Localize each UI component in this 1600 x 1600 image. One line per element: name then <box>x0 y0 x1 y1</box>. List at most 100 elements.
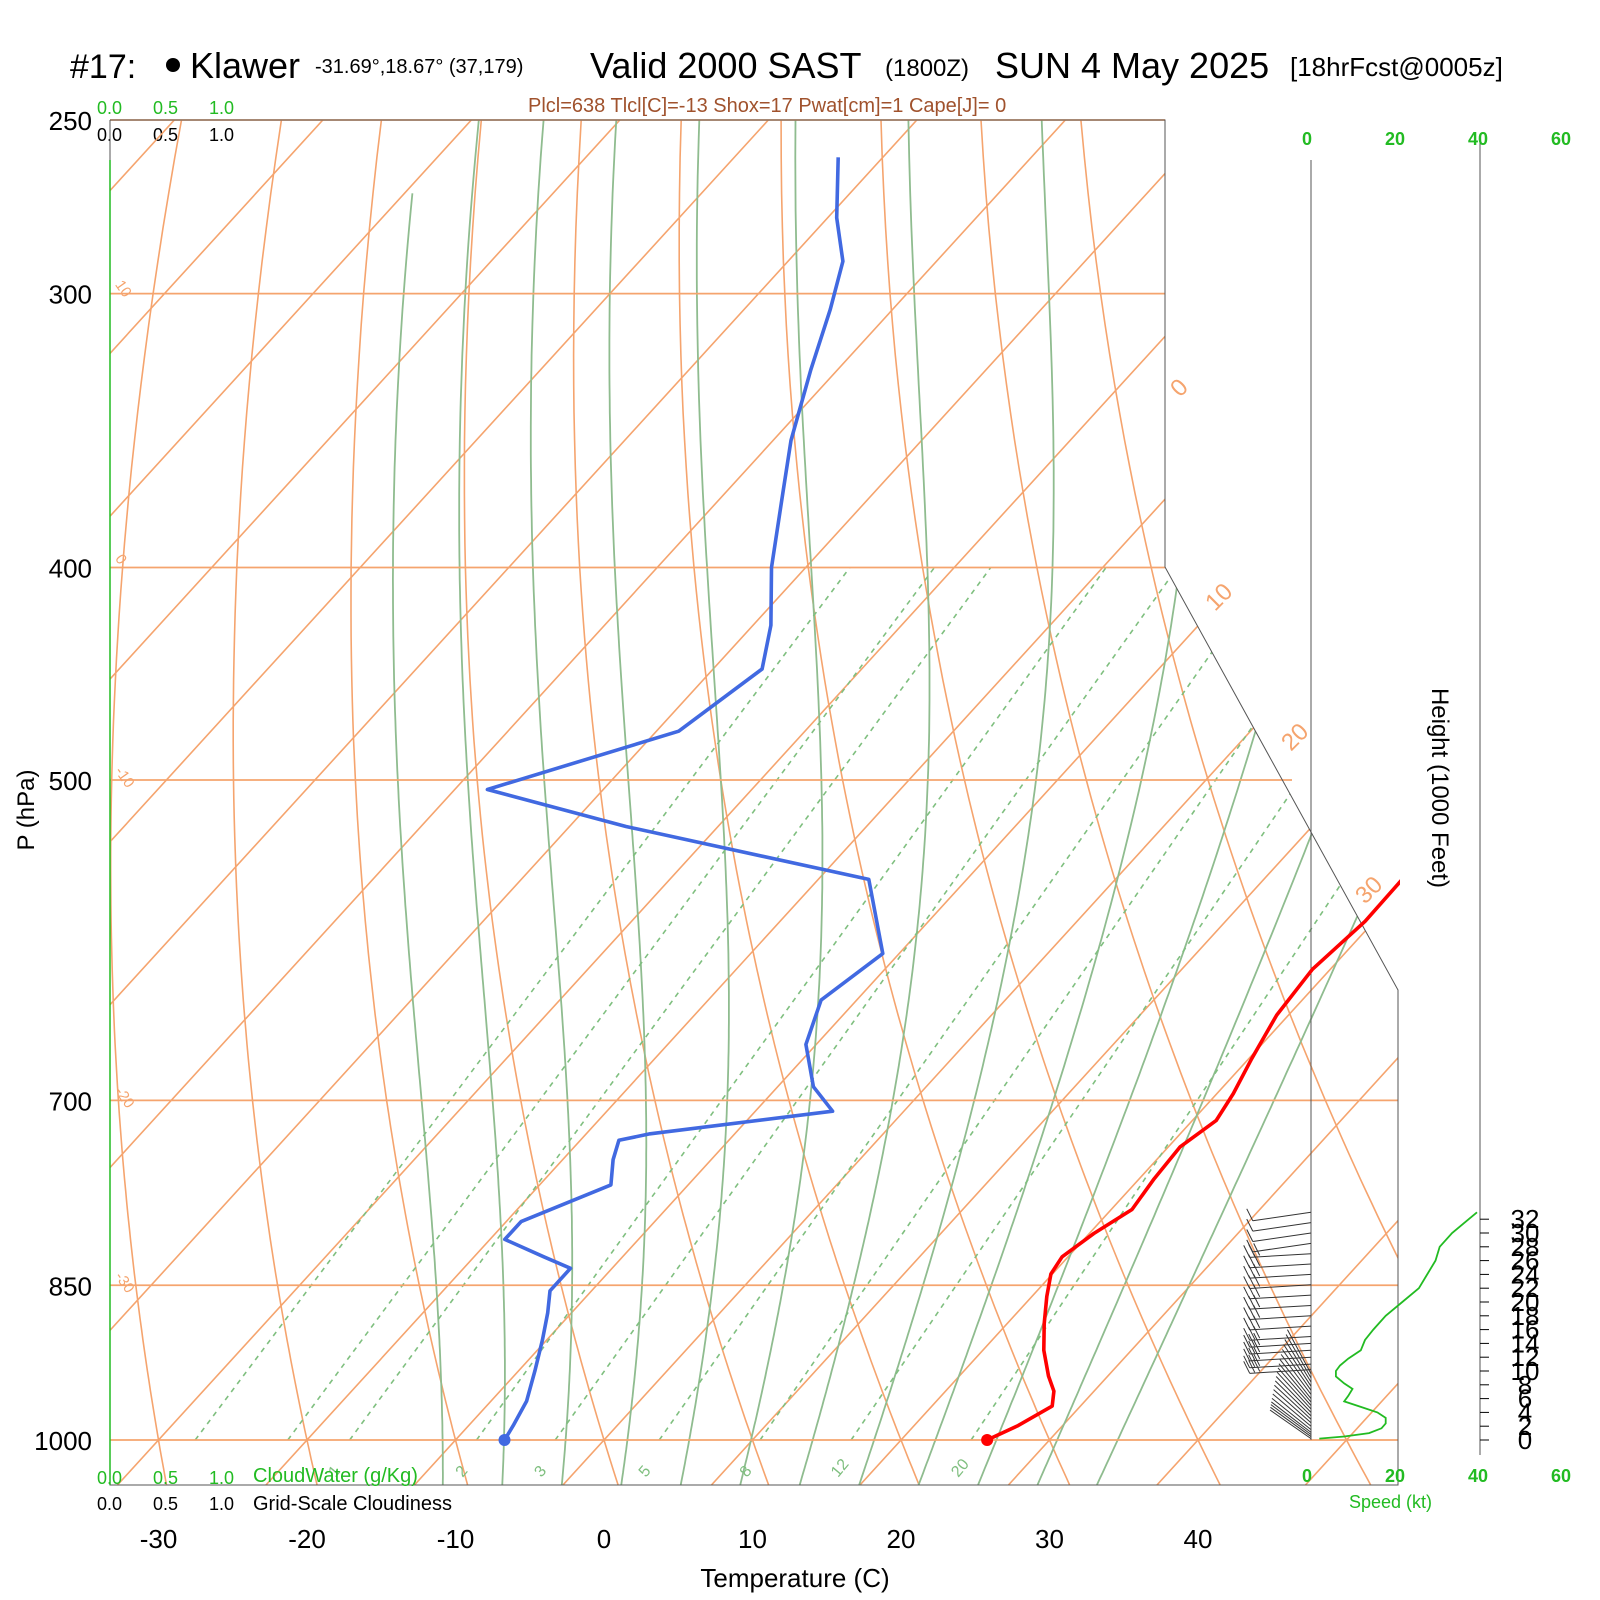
wind-barb-feather <box>1243 1317 1251 1331</box>
cloud-tick-bottom-1: 1.0 <box>209 1468 234 1488</box>
wind-barb-feather <box>1253 1353 1261 1367</box>
height-tick-label: 2 <box>1518 1411 1532 1441</box>
stability-indices: Plcl=638 Tlcl[C]=-13 Shox=17 Pwat[cm]=1 … <box>528 95 1006 117</box>
isotherm-line <box>412 120 1398 1485</box>
dry-adiabat-line <box>572 120 770 1485</box>
station-id: #17: <box>70 48 136 86</box>
temperature-axis: -30 -20 -10 0 10 20 30 40 <box>140 1524 1213 1554</box>
height-tick-label: 6 <box>1518 1384 1532 1414</box>
wind-barb <box>1274 1380 1312 1417</box>
height-tick-label: 16 <box>1511 1315 1540 1345</box>
wind-barb <box>1280 1354 1312 1395</box>
height-tick-label: 8 <box>1518 1370 1532 1400</box>
moist-adiabat-line <box>917 120 1201 1485</box>
wind-barb-staff <box>1272 1393 1312 1427</box>
cloud-water-label: CloudWater (g/Kg) <box>253 1465 418 1487</box>
dry-adiabat-line <box>1572 81 1600 1486</box>
speed-tick-bottom-60: 60 <box>1551 1466 1571 1486</box>
wind-barb-staff <box>1252 1242 1312 1253</box>
wind-barb-staff <box>1275 1376 1312 1413</box>
wind-barb-staff <box>1249 1273 1312 1279</box>
wind-barb <box>1276 1371 1312 1410</box>
wind-barb-staff <box>1249 1263 1312 1269</box>
y-axis-label: P (hPa) <box>13 770 40 851</box>
wind-barb <box>1246 1229 1312 1242</box>
wind-barb-staff <box>1249 1315 1312 1321</box>
wind-barb-feather <box>1243 1355 1251 1369</box>
mixing-ratio-line <box>475 567 1107 1441</box>
mixing-ratio-line <box>554 567 1178 1441</box>
isotherm-line <box>110 120 472 1485</box>
wind-barb-staff <box>1270 1404 1312 1435</box>
wind-barb-staff <box>1249 1253 1312 1258</box>
isotherm-line <box>1155 120 1398 1485</box>
cloud-tick-bottom-05: 0.5 <box>153 1468 178 1488</box>
temperature-tick-label: 40 <box>1184 1524 1213 1554</box>
wind-barb <box>1284 1339 1312 1383</box>
wind-barb-staff <box>1284 1339 1312 1383</box>
temperature-tick-label: 0 <box>597 1524 611 1554</box>
dry-adiabat-line <box>1076 120 1398 1485</box>
mixing-ratio-label: 8 <box>737 1463 756 1481</box>
wind-barb-feather <box>1253 1339 1261 1353</box>
dry-adiabat-line <box>463 120 620 1485</box>
moist-adiabat-line <box>391 193 444 1485</box>
pressure-tick-label: 250 <box>49 106 92 136</box>
wind-barb-staff <box>1249 1356 1312 1362</box>
wind-barb-staff <box>1276 1371 1312 1410</box>
wind-barb-feather <box>1243 1245 1251 1258</box>
valid-time: Valid 2000 SAST <box>590 45 862 86</box>
moist-adiabat-line <box>857 120 1055 1485</box>
isobar-lines <box>110 119 1398 1441</box>
x-axis-label: Temperature (C) <box>700 1563 889 1593</box>
wind-barb <box>1271 1398 1312 1431</box>
moist-adiabat-line <box>1035 120 1398 1485</box>
wind-barb-staff <box>1249 1369 1312 1374</box>
wind-barb-staff <box>1286 1329 1312 1374</box>
wind-barb-staff <box>1252 1222 1312 1232</box>
wind-barb-feather <box>1246 1218 1254 1232</box>
valid-date: SUN 4 May 2025 <box>995 45 1269 86</box>
forecast-hour: [18hrFcst@0005z] <box>1290 52 1503 82</box>
height-tick-label: 10 <box>1511 1356 1540 1386</box>
mixing-ratio-line <box>970 567 1398 1441</box>
isotherm-label-right: 10 <box>1200 578 1238 616</box>
wind-barb <box>1278 1363 1312 1403</box>
isotherm-line <box>110 120 324 1485</box>
wind-barb-feather <box>1248 1360 1256 1373</box>
temperature-tick-label: 20 <box>887 1524 916 1554</box>
sounding-series <box>485 157 1400 1446</box>
dry-adiabat-line <box>678 120 921 1485</box>
wind-barb-staff <box>1271 1401 1312 1433</box>
wind-barb-panel <box>1243 160 1312 1440</box>
station-coords: -31.69°,18.67° (37,179) <box>315 56 523 78</box>
height-tick-label: 28 <box>1511 1232 1540 1262</box>
wind-barb-staff <box>1280 1354 1312 1395</box>
cloudiness-tick-top-1: 1.0 <box>209 125 234 145</box>
station-name: Klawer <box>190 45 300 86</box>
wind-barb <box>1271 1401 1312 1433</box>
cloudiness-tick-bottom-0: 0.0 <box>97 1494 122 1514</box>
mixing-ratio-line <box>348 567 992 1441</box>
mixing-ratio-line <box>194 567 851 1441</box>
wind-barb-staff <box>1249 1325 1312 1331</box>
moist-adiabat-line <box>458 120 506 1485</box>
speed-tick-top-0: 0 <box>1302 129 1312 149</box>
wind-barb-feather <box>1243 1276 1251 1289</box>
wind-barb-feather <box>1243 1255 1251 1268</box>
wind-speed-line <box>1319 1211 1478 1440</box>
dry-adiabat-line <box>232 120 319 1485</box>
dry-adiabat-line <box>879 120 1222 1485</box>
wind-barb-feather <box>1243 1265 1251 1279</box>
wind-barb-staff <box>1252 1232 1312 1242</box>
wind-barb <box>1275 1376 1312 1413</box>
moist-adiabat-line <box>1095 120 1398 1485</box>
wind-barb-feather <box>1246 1239 1254 1253</box>
cloudiness-tick-bottom-1: 1.0 <box>209 1494 234 1514</box>
wind-barb-staff <box>1285 1334 1312 1379</box>
wind-barb <box>1246 1208 1312 1222</box>
moist-adiabat-line <box>608 120 648 1485</box>
wind-barb-staff <box>1249 1294 1312 1300</box>
wind-barb <box>1270 1406 1312 1437</box>
